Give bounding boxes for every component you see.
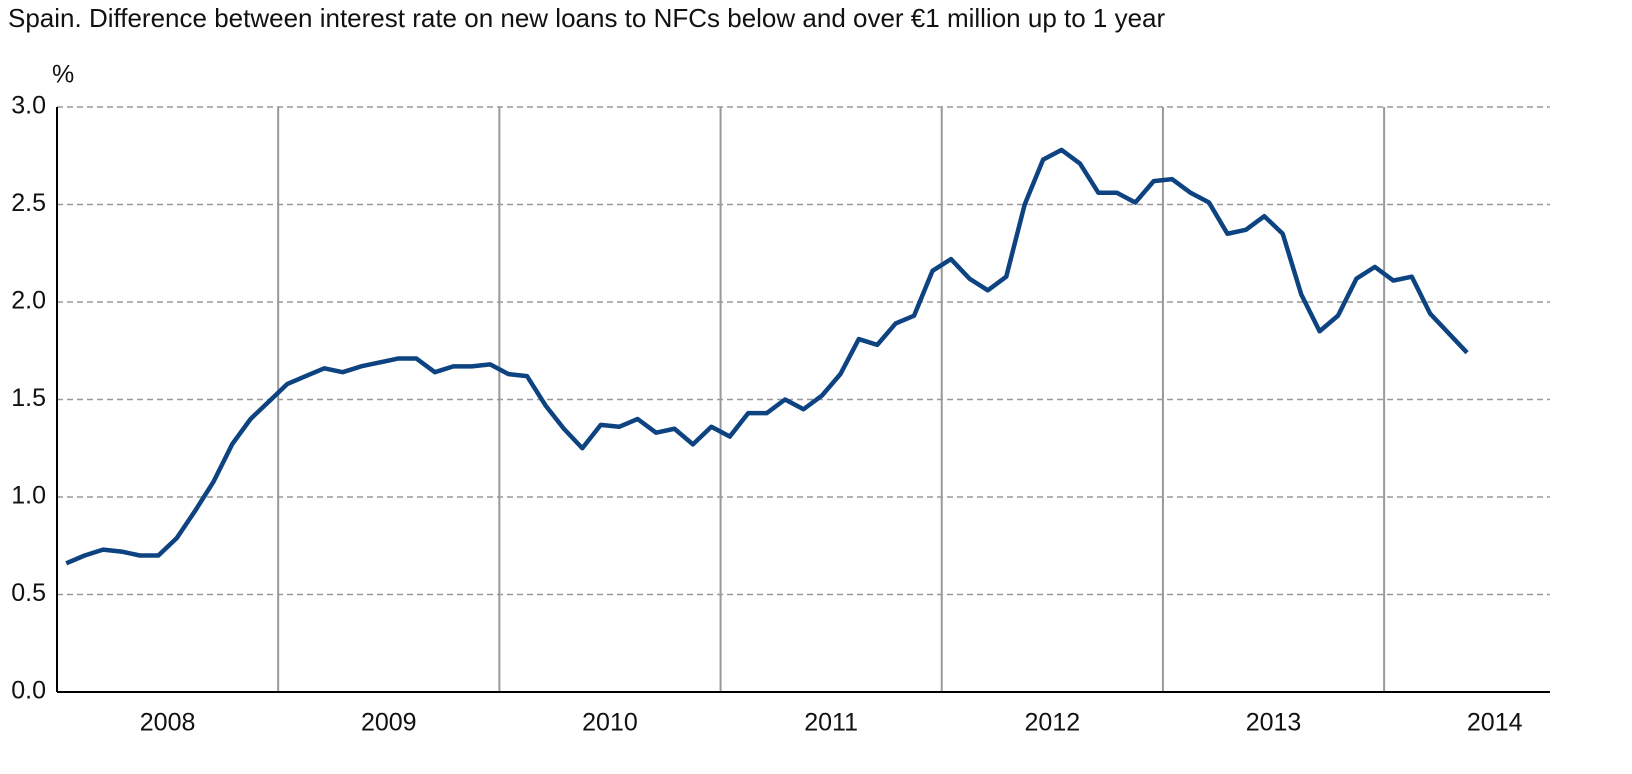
y-axis-label: %: [52, 61, 74, 89]
y-tick-label: 1.0: [11, 482, 46, 510]
data-line: [65, 147, 1469, 566]
x-tick-label: 2008: [140, 709, 196, 737]
x-tick-label: 2014: [1467, 709, 1523, 737]
x-tick-label: 2012: [1025, 709, 1081, 737]
chart-title: Spain. Difference between interest rate …: [8, 3, 1166, 33]
x-tick-label: 2011: [804, 709, 858, 737]
y-tick-label: 0.5: [11, 579, 46, 607]
y-tick-label: 0.0: [11, 677, 46, 705]
y-tick-label: 1.5: [11, 384, 46, 412]
y-tick-label: 2.0: [11, 287, 46, 315]
y-tick-label: 3.0: [11, 92, 46, 120]
x-tick-label: 2009: [361, 709, 417, 737]
y-tick-label: 2.5: [11, 189, 46, 217]
x-tick-label: 2010: [582, 709, 638, 737]
x-tick-label: 2013: [1246, 709, 1302, 737]
